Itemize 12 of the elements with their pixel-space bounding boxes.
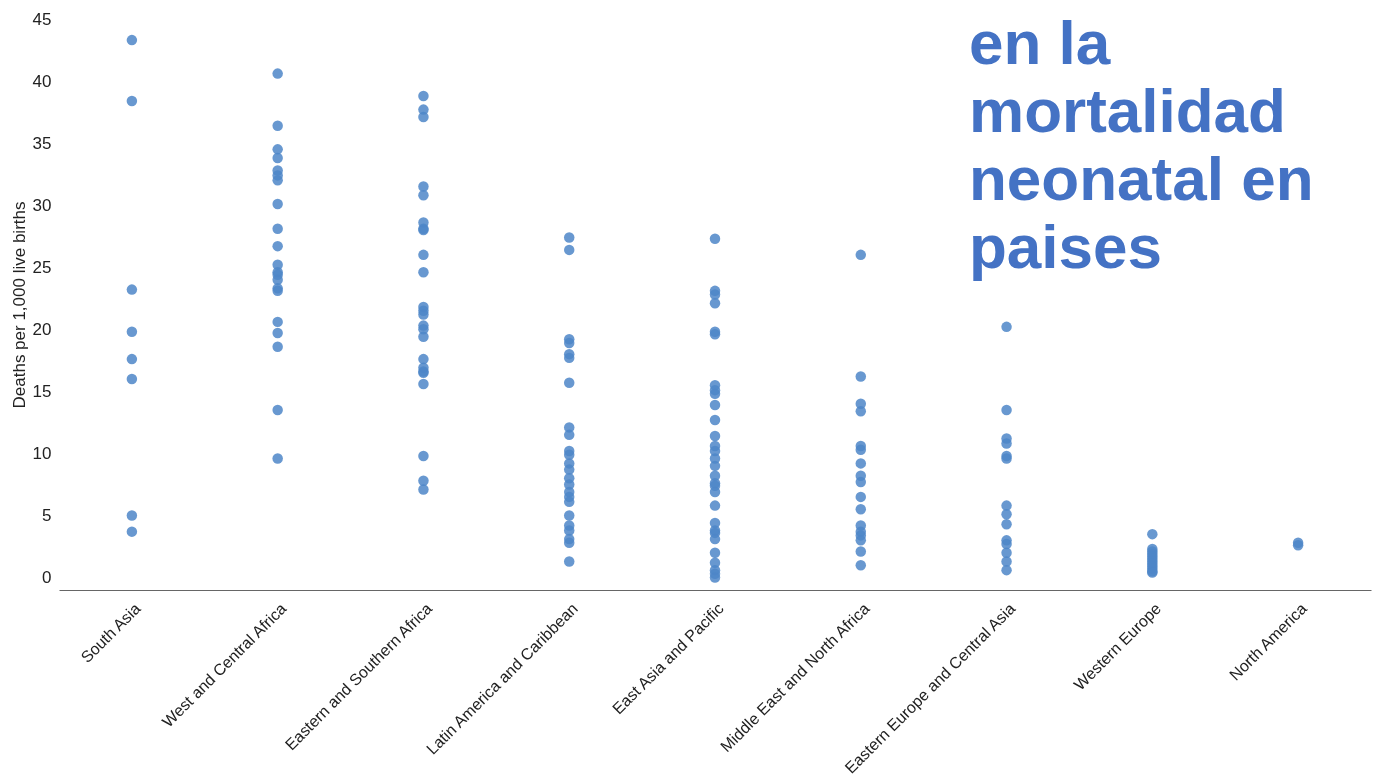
y-tick-label: 10 <box>32 443 52 463</box>
y-tick-label: 40 <box>32 71 52 91</box>
y-tick-label: 45 <box>32 9 52 29</box>
y-tick-label: 15 <box>32 381 52 401</box>
y-tick-label: 25 <box>32 257 52 277</box>
y-axis-title: Deaths per 1,000 live births <box>9 201 29 409</box>
annotation: en la mortalidad neonatal en paises <box>969 8 1314 281</box>
y-tick-label: 30 <box>32 195 52 215</box>
y-tick-label: 0 <box>42 568 52 588</box>
y-tick-label: 35 <box>32 133 52 153</box>
y-tick-label: 20 <box>32 319 52 339</box>
y-tick-label: 5 <box>42 506 52 526</box>
